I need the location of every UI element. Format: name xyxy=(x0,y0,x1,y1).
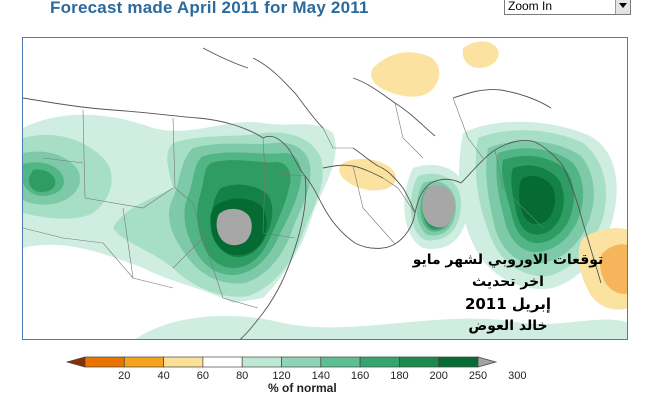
caption-line-3: إبريل 2011 xyxy=(464,295,552,313)
legend-tick-label: 200 xyxy=(430,370,448,382)
legend-tick-label: 60 xyxy=(197,370,209,382)
legend-tick-label: 140 xyxy=(312,370,330,382)
legend-swatch xyxy=(202,356,243,368)
contour-80-north xyxy=(371,52,440,97)
contour-60-southeast xyxy=(600,244,627,294)
legend-tick-label: 160 xyxy=(351,370,369,382)
legend-tick-label: 300 xyxy=(508,370,526,382)
legend-swatch xyxy=(163,356,204,368)
contour-300plus-africa xyxy=(216,208,252,246)
page-title: Forecast made April 2011 for May 2011 xyxy=(50,0,369,17)
legend-swatch xyxy=(438,356,479,368)
arabic-caption: توقعات الاوروبي لشهر مايو اخر تحديث إبري… xyxy=(393,249,623,337)
contour-300plus-arabia xyxy=(422,185,455,228)
legend-swatch xyxy=(399,356,440,368)
legend-tick-label: 180 xyxy=(390,370,408,382)
caption-line-1: توقعات الاوروبي لشهر مايو xyxy=(412,252,604,268)
legend-tick-label: 250 xyxy=(469,370,487,382)
caption-line-4: خالد العوض xyxy=(468,318,548,334)
legend-tick-label: 80 xyxy=(236,370,248,382)
zoom-select-value: Zoom In xyxy=(508,0,553,13)
legend-unit-label: % of normal xyxy=(268,381,337,395)
precipitation-anomaly-map xyxy=(23,41,627,339)
color-legend: 20 40 60 80 120 140 160 180 200 250 300 xyxy=(65,356,526,382)
contour-300-east xyxy=(519,176,556,225)
legend-swatch xyxy=(84,356,125,368)
legend-tick-label: 20 xyxy=(118,370,130,382)
legend-swatch xyxy=(65,356,86,368)
contour-80-gulf xyxy=(339,158,396,191)
legend-swatch xyxy=(320,356,361,368)
caption-line-2: اخر تحديث xyxy=(472,274,544,290)
legend-swatch xyxy=(123,356,164,368)
contour-120-south xyxy=(135,315,627,339)
legend-tick-label: 120 xyxy=(272,370,290,382)
coastlines xyxy=(23,47,602,339)
legend-swatch xyxy=(359,356,400,368)
zoom-select[interactable]: Zoom In xyxy=(504,0,631,15)
contour-200-west xyxy=(28,169,56,192)
contour-80-north2 xyxy=(462,41,499,68)
legend-tick-label: 40 xyxy=(157,370,169,382)
borders xyxy=(23,97,544,309)
legend-swatch xyxy=(241,356,282,368)
chevron-down-icon[interactable] xyxy=(615,0,630,14)
legend-swatch xyxy=(281,356,322,368)
forecast-map: توقعات الاوروبي لشهر مايو اخر تحديث إبري… xyxy=(22,37,628,340)
legend-swatch xyxy=(477,356,498,368)
